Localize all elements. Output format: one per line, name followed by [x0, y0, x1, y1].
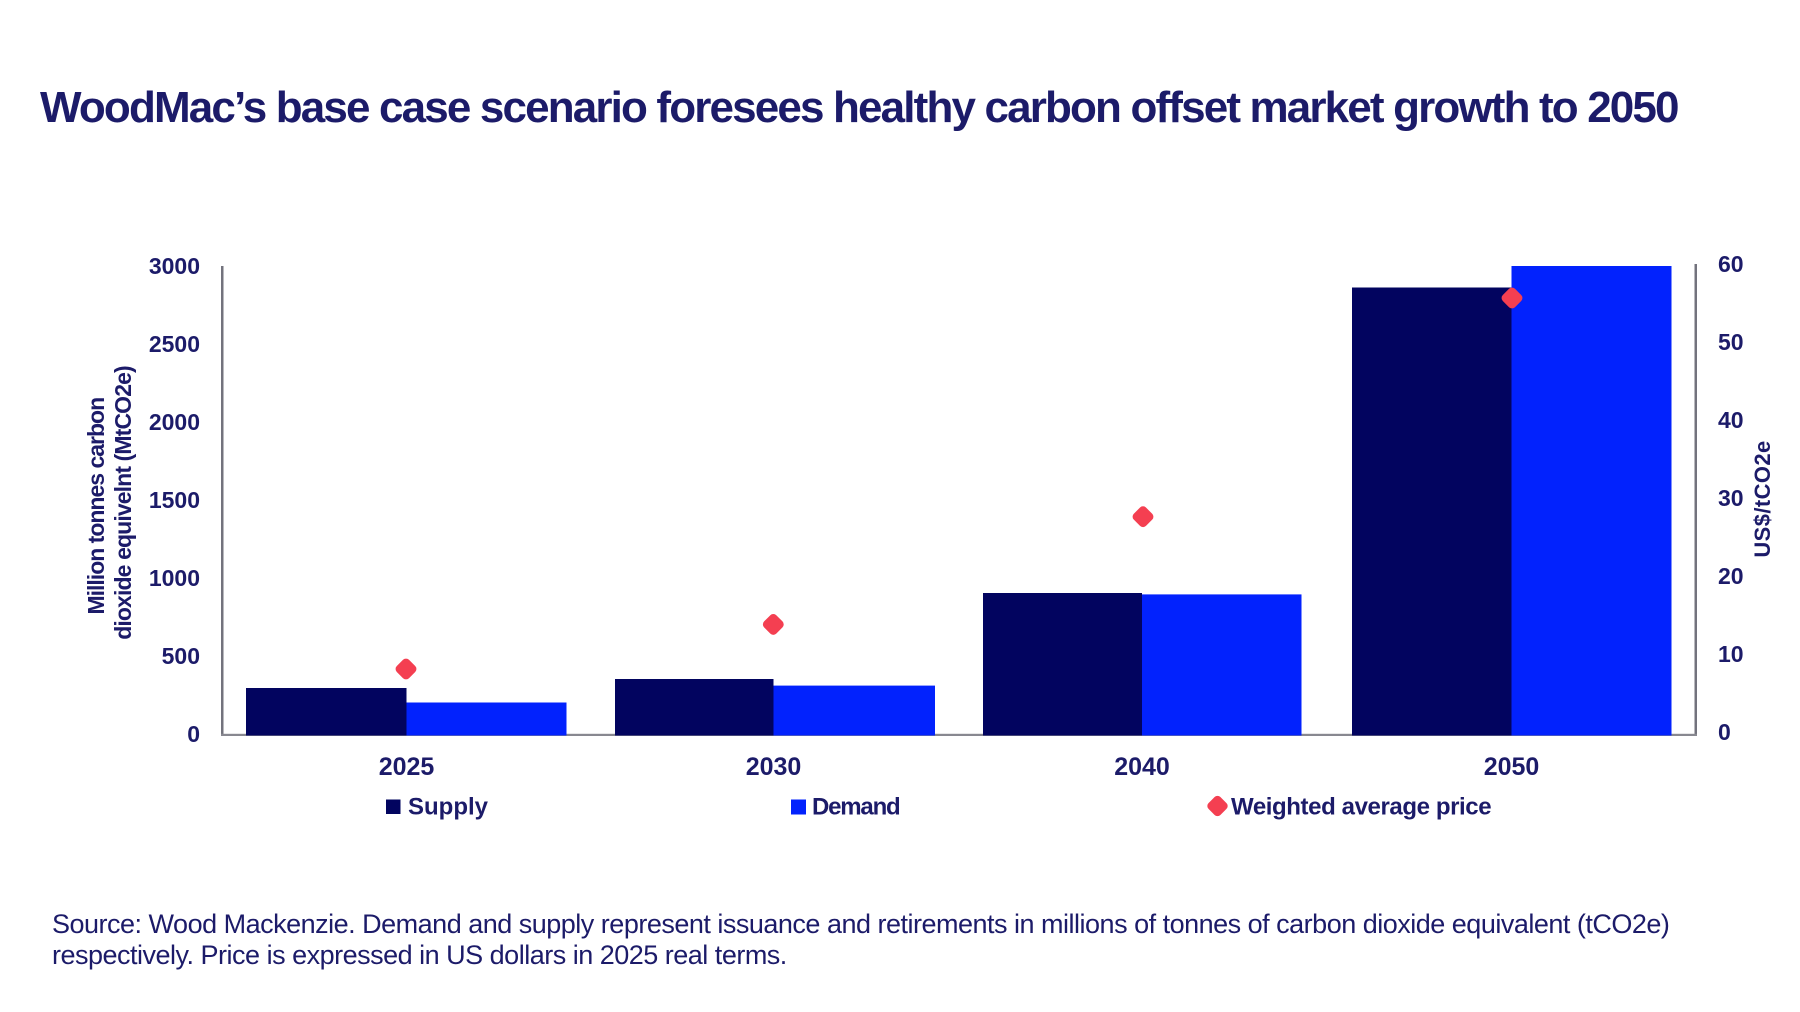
svg-text:Weighted average price: Weighted average price	[1231, 794, 1491, 821]
svg-text:2025: 2025	[379, 753, 435, 781]
svg-text:60: 60	[1718, 251, 1744, 277]
svg-text:2030: 2030	[746, 753, 802, 781]
svg-text:30: 30	[1718, 485, 1744, 511]
svg-text:2050: 2050	[1484, 753, 1540, 781]
svg-text:Million tonnes carbon diox: Million tonnes carbon dioxide equivelnt …	[83, 366, 136, 640]
svg-text:10: 10	[1718, 641, 1744, 667]
svg-text:0: 0	[1718, 719, 1731, 745]
svg-text:2040: 2040	[1114, 753, 1170, 781]
svg-text:respectively. Price is express: respectively. Price is expressed in US d…	[52, 940, 787, 970]
svg-text:1000: 1000	[149, 565, 200, 591]
svg-text:50: 50	[1718, 329, 1744, 355]
svg-text:US$/tCO2e: US$/tCO2e	[1750, 440, 1775, 557]
svg-text:2500: 2500	[149, 331, 200, 357]
svg-text:2000: 2000	[149, 409, 200, 435]
svg-text:Source: Wood Mackenzie. Demand: Source: Wood Mackenzie. Demand and suppl…	[52, 909, 1669, 939]
svg-text:20: 20	[1718, 563, 1744, 589]
svg-text:1500: 1500	[149, 487, 200, 513]
svg-text:WoodMac’s base case scenario f: WoodMac’s base case scenario foresees he…	[40, 83, 1678, 132]
svg-text:0: 0	[187, 721, 200, 747]
svg-text:40: 40	[1718, 407, 1744, 433]
svg-text:500: 500	[162, 643, 200, 669]
svg-text:Supply: Supply	[408, 794, 489, 821]
svg-text:Demand: Demand	[812, 794, 900, 821]
svg-text:3000: 3000	[149, 253, 200, 279]
